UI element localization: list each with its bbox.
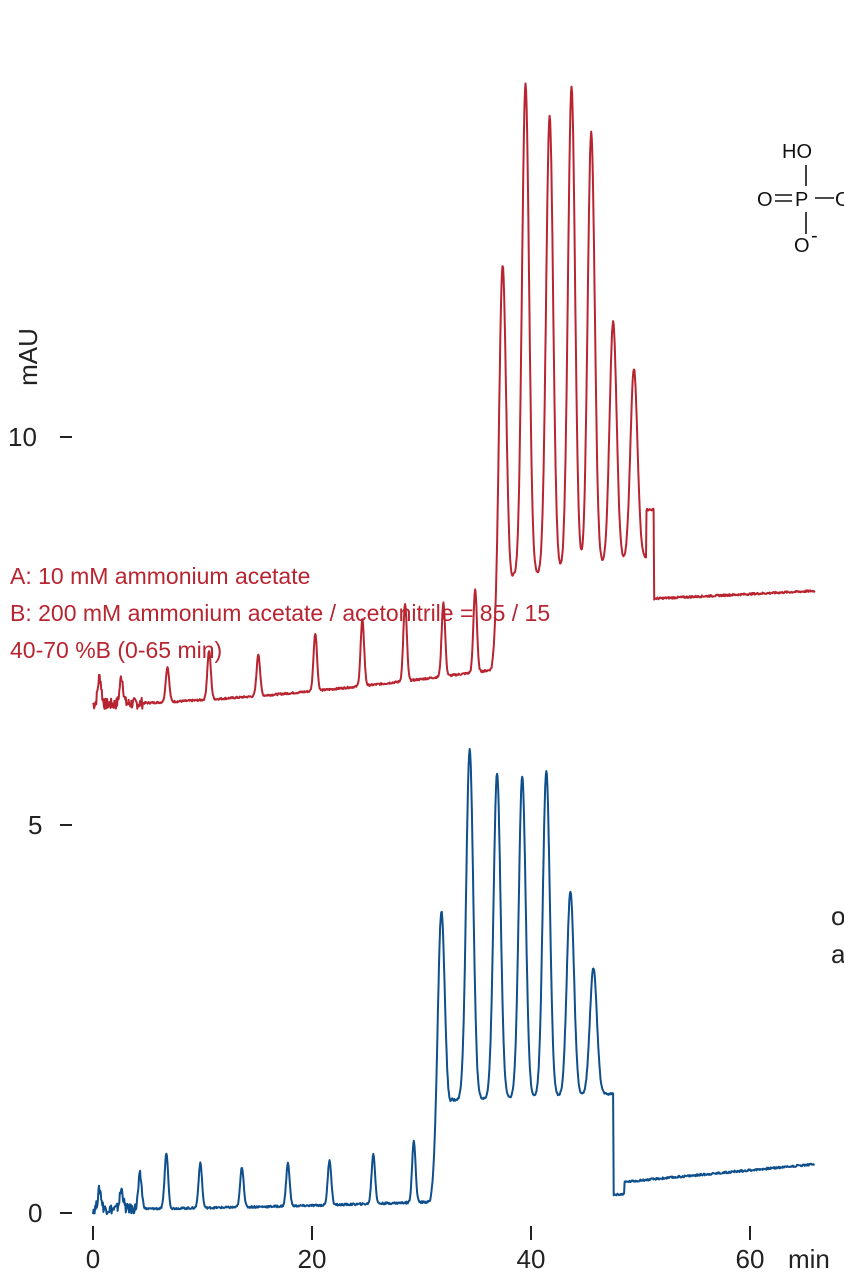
structure-p: P <box>795 189 808 211</box>
conditions: A: 10 mM ammonium acetate B: 200 mM ammo… <box>10 563 550 663</box>
lower-y-tick-label-5: 5 <box>28 810 42 840</box>
x-tick-label-60: 60 <box>736 1244 765 1274</box>
lower-plot: 5 0 <box>28 748 816 1228</box>
x-unit-label: min <box>788 1244 830 1274</box>
condition-line-gradient: 40-70 %B (0-65 min) <box>10 637 222 663</box>
upper-plot: mAU 10 <box>8 82 816 710</box>
x-tick-label-40: 40 <box>517 1244 546 1274</box>
lower-y-tick-label-0: 0 <box>28 1198 42 1228</box>
phosphate-structure: HO O P O O - <box>757 141 844 257</box>
condition-line-a: A: 10 mM ammonium acetate <box>10 563 310 589</box>
right-text-line-1: o <box>831 901 844 931</box>
structure-o-bottom: O <box>794 235 810 257</box>
upper-trace <box>92 82 816 710</box>
structure-o-right-clipped: O <box>835 189 844 211</box>
x-tick-label-20: 20 <box>298 1244 327 1274</box>
x-tick-label-0: 0 <box>86 1244 100 1274</box>
right-clipped-text: o a <box>831 901 844 969</box>
upper-y-unit-label: mAU <box>13 328 43 386</box>
upper-y-tick-label-10: 10 <box>8 422 37 452</box>
lower-trace <box>92 748 816 1215</box>
condition-line-b: B: 200 mM ammonium acetate / acetonitril… <box>10 600 550 626</box>
structure-o-left: O <box>757 189 773 211</box>
structure-charge: - <box>811 225 818 247</box>
right-text-line-2: a <box>831 939 844 969</box>
structure-ho: HO <box>782 141 812 163</box>
x-axis: 0 20 40 60 min <box>86 1226 830 1274</box>
